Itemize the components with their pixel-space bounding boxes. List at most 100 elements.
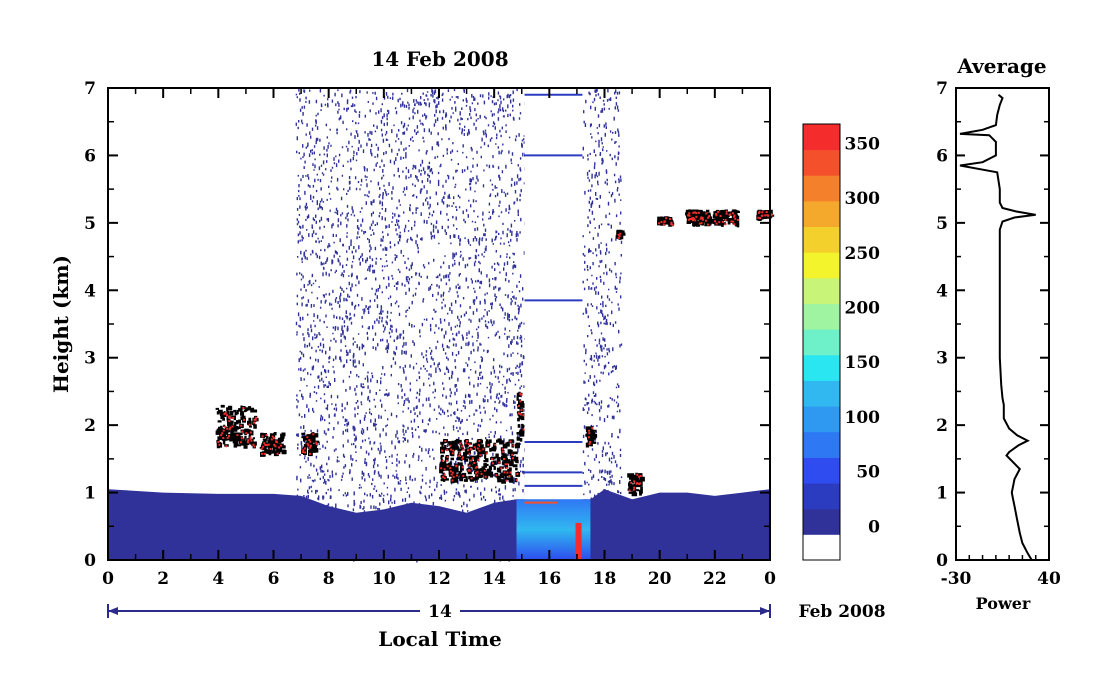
colorbar-cell: [803, 175, 840, 202]
colorbar-cell: [803, 380, 840, 407]
layer-segment-core: [658, 217, 674, 226]
y-tick-label: 7: [84, 79, 96, 99]
noise-speckle: [295, 88, 526, 563]
layer-segment-core: [617, 232, 622, 240]
avg-y-tick-label: 5: [936, 214, 948, 234]
colorbar-cell: [803, 277, 840, 304]
avg-y-tick-label: 4: [936, 281, 948, 301]
main-plot: 14 Feb 2008 0 2 4 6 8 10 12 14 16 18 20 22 0 0123456…: [49, 47, 886, 651]
avg-x-tick-label: 40: [1037, 569, 1061, 589]
colorbar-tick-label: 100: [845, 408, 881, 428]
average-x-axis-ticks: -30 40: [941, 551, 1061, 589]
average-plot: Average 0 1 2 3 4 5 6 7 -30 40 Power: [936, 54, 1061, 613]
x-tick-label: 12: [427, 569, 451, 589]
colorbar-cell: [803, 406, 840, 433]
colorbar-cell: [803, 303, 840, 330]
avg-y-tick-label: 2: [936, 416, 948, 436]
x-tick-label: 22: [703, 569, 727, 589]
colorbar-cell: [803, 252, 840, 279]
background-echo-layer: [108, 489, 770, 560]
x-tick-label: 8: [323, 569, 335, 589]
layer-segment-core: [628, 473, 642, 492]
y-tick-label: 4: [84, 281, 96, 301]
avg-y-tick-label: 0: [936, 551, 948, 571]
layer-segments: [215, 209, 775, 497]
blank-region: [516, 88, 591, 560]
layer-segment-core: [260, 434, 282, 455]
main-chart-title: 14 Feb 2008: [371, 47, 508, 71]
avg-x-tick-label: -30: [941, 569, 972, 589]
average-plot-frame: [955, 87, 1050, 561]
colorbar-cell: [803, 457, 840, 484]
layer-segment-core: [687, 210, 739, 226]
y-tick-label: 0: [84, 551, 96, 571]
colorbar-tick-label: 0: [868, 517, 880, 537]
x-tick-label: 18: [593, 569, 617, 589]
noise-layer: [295, 88, 623, 563]
main-x-axis-label: Local Time: [378, 627, 501, 651]
colorbar-cells: [803, 124, 840, 561]
colorbar-tick-label: 150: [845, 353, 881, 373]
date-bar-month-label: Feb 2008: [798, 602, 885, 622]
colorbar-cell: [803, 534, 840, 561]
avg-y-tick-label: 3: [936, 349, 948, 369]
y-tick-label: 6: [84, 146, 96, 166]
main-y-axis-label: Height (km): [49, 255, 73, 393]
colorbar-cell: [803, 124, 840, 151]
x-tick-label: 20: [648, 569, 672, 589]
colorbar-cell: [803, 431, 840, 458]
colorbar-tick-label: 300: [845, 189, 881, 209]
colorbar-tick-label: 250: [845, 244, 881, 264]
noise-speckle: [582, 88, 623, 561]
main-plot-area: [108, 88, 770, 560]
layer-segment: [259, 432, 287, 457]
colorbar-cell: [803, 226, 840, 253]
x-tick-label: 10: [372, 569, 396, 589]
y-tick-label: 5: [84, 214, 96, 234]
colorbar-cell: [803, 483, 840, 510]
date-bar-arrow-right: [760, 607, 770, 615]
layer-segment: [301, 432, 320, 457]
x-tick-label: 6: [268, 569, 280, 589]
colorbar-cell: [803, 354, 840, 381]
colorbar-cell: [803, 508, 840, 535]
avg-y-tick-label: 7: [936, 79, 948, 99]
layer-segment-core: [588, 427, 594, 445]
near-surface-hotspot: [575, 522, 582, 560]
main-y-axis-ticks: 0 1 2 3 4 5 6 7: [84, 79, 770, 571]
x-tick-label: 4: [212, 569, 224, 589]
colorbar-tick-label: 350: [845, 134, 881, 154]
date-bar-day-label: 14: [428, 602, 452, 622]
colorbar-tick-label: 50: [856, 463, 880, 483]
y-tick-label: 1: [84, 484, 96, 504]
blank-region-fill: [524, 88, 583, 500]
colorbar-cell: [803, 329, 840, 356]
avg-y-tick-label: 6: [936, 146, 948, 166]
average-chart-title: Average: [956, 54, 1046, 78]
x-tick-label: 16: [537, 569, 561, 589]
y-tick-label: 2: [84, 416, 96, 436]
layer-segment-core: [302, 433, 318, 455]
colorbar-labels: 0 50 100 150 200 250 300 350: [845, 134, 881, 537]
average-x-axis-label: Power: [976, 594, 1031, 613]
colorbar-tick-label: 200: [845, 299, 881, 319]
x-tick-label: 14: [482, 569, 506, 589]
x-tick-label: 0: [102, 569, 114, 589]
average-power-line: [959, 93, 1036, 561]
colorbar-cell: [803, 149, 840, 176]
x-tick-label: 2: [157, 569, 169, 589]
colorbar-frame: [802, 123, 841, 561]
date-bar: 14 Feb 2008: [107, 602, 886, 622]
x-tick-label: 0: [764, 569, 776, 589]
avg-y-tick-label: 1: [936, 484, 948, 504]
layer-segment-core: [517, 392, 525, 431]
colorbar: 0 50 100 150 200 250 300 350: [802, 123, 881, 561]
layer-segment: [439, 438, 521, 484]
main-x-axis-ticks: 0 2 4 6 8 10 12 14 16 18 20 22 0: [102, 88, 776, 589]
average-y-axis-ticks: 0 1 2 3 4 5 6 7: [936, 79, 1049, 571]
date-bar-arrow-left: [108, 607, 118, 615]
y-tick-label: 3: [84, 349, 96, 369]
colorbar-cell: [803, 200, 840, 227]
layer-segment-core: [757, 210, 773, 220]
